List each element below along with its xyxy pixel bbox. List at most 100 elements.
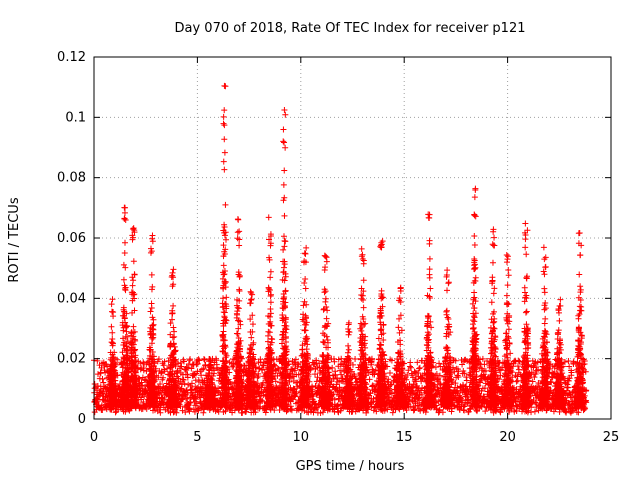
data-point: [286, 378, 293, 385]
data-point: [138, 379, 145, 386]
data-points: [91, 82, 590, 416]
data-point: [407, 359, 414, 366]
data-point: [220, 262, 227, 269]
data-point: [221, 122, 228, 129]
data-point: [122, 239, 129, 246]
data-point: [280, 246, 287, 253]
data-point: [110, 313, 117, 320]
data-point: [165, 357, 172, 364]
data-point: [259, 366, 266, 373]
data-point: [103, 361, 110, 368]
data-point: [236, 228, 243, 235]
data-point: [200, 355, 207, 362]
data-point: [129, 226, 136, 233]
data-point: [294, 360, 301, 367]
data-point: [169, 334, 176, 341]
data-point: [267, 299, 274, 306]
data-point: [102, 369, 109, 376]
data-point: [198, 385, 205, 392]
data-point: [234, 229, 241, 236]
data-point: [179, 407, 186, 414]
data-point: [230, 362, 237, 369]
data-point: [108, 323, 115, 330]
data-point: [120, 335, 127, 342]
data-point: [248, 334, 255, 341]
data-point: [234, 216, 241, 223]
data-point: [160, 362, 167, 369]
data-point: [254, 374, 261, 381]
data-point: [167, 320, 174, 327]
data-point: [278, 340, 285, 347]
data-point: [194, 360, 201, 367]
data-point: [195, 406, 202, 413]
data-point: [191, 371, 198, 378]
data-point: [177, 386, 184, 393]
data-point: [104, 363, 111, 370]
data-point: [222, 236, 229, 243]
data-point: [130, 277, 137, 284]
data-point: [161, 358, 168, 365]
data-point: [274, 365, 281, 372]
data-point: [236, 288, 243, 295]
data-point: [255, 373, 262, 380]
data-point: [109, 329, 116, 336]
data-point: [147, 308, 154, 315]
data-point: [180, 376, 187, 383]
data-point: [177, 403, 184, 410]
data-point: [184, 364, 191, 371]
data-point: [239, 409, 246, 416]
data-point: [234, 235, 241, 242]
data-point: [148, 271, 155, 278]
data-point: [155, 356, 162, 363]
data-point: [513, 378, 520, 385]
data-point: [222, 201, 229, 208]
data-point: [432, 364, 439, 371]
data-point: [267, 268, 274, 275]
data-point: [515, 357, 522, 364]
data-point: [229, 363, 236, 370]
data-point: [179, 381, 186, 388]
data-point: [157, 409, 164, 416]
data-point: [389, 409, 396, 416]
data-point: [197, 394, 204, 401]
data-point: [275, 366, 282, 373]
data-point: [386, 370, 393, 377]
data-point: [220, 120, 227, 127]
data-point: [259, 397, 266, 404]
data-point: [352, 356, 359, 363]
data-point: [248, 297, 255, 304]
data-point: [220, 328, 227, 335]
data-point: [170, 266, 177, 273]
data-point: [141, 385, 148, 392]
data-point: [248, 289, 255, 296]
data-point: [123, 328, 130, 335]
data-point: [186, 405, 193, 412]
data-point: [221, 309, 228, 316]
data-point: [221, 166, 228, 173]
data-point: [164, 365, 171, 372]
data-point: [156, 406, 163, 413]
data-point: [184, 374, 191, 381]
data-point: [108, 301, 115, 308]
data-point: [137, 360, 144, 367]
data-point: [188, 380, 195, 387]
data-point: [181, 380, 188, 387]
data-point: [281, 243, 288, 250]
data-point: [170, 302, 177, 309]
data-point: [168, 274, 175, 281]
data-point: [265, 214, 272, 221]
data-point: [157, 380, 164, 387]
data-point: [109, 296, 116, 303]
data-point: [221, 136, 228, 143]
data-point: [120, 276, 127, 283]
data-point: [122, 264, 129, 271]
data-point: [270, 361, 277, 368]
data-point: [249, 291, 256, 298]
data-point: [222, 83, 229, 90]
data-point: [236, 236, 243, 243]
data-point: [130, 323, 137, 330]
data-point: [186, 399, 193, 406]
data-point: [247, 288, 254, 295]
data-point: [236, 242, 243, 249]
